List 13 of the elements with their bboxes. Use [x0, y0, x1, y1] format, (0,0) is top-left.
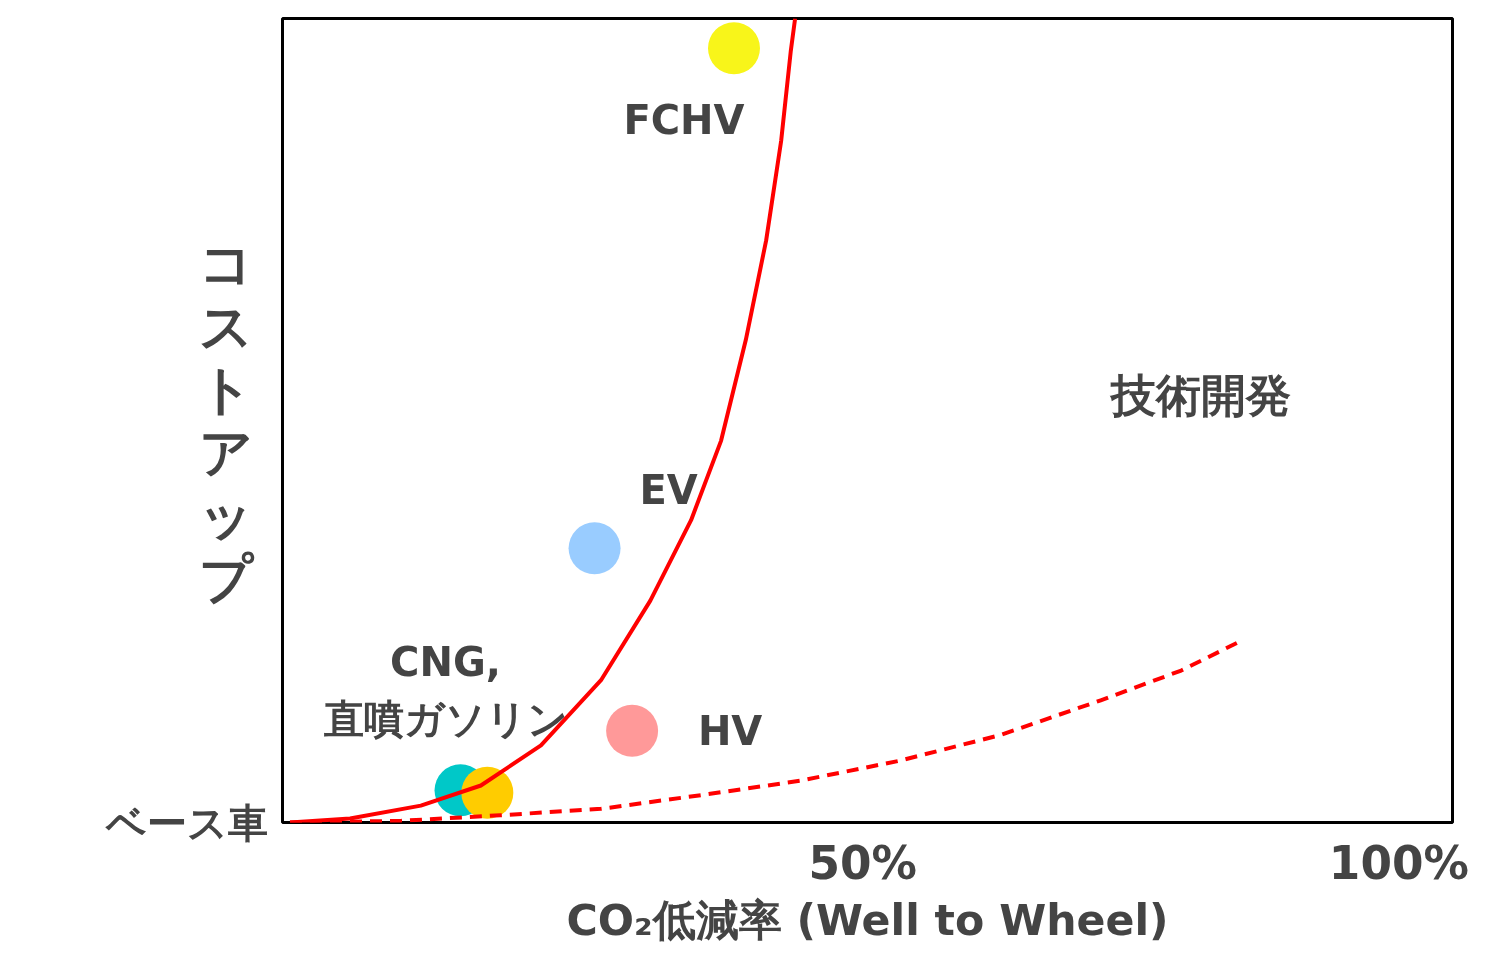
x-axis-title: CO₂低減率 (Well to Wheel) [566, 894, 1169, 945]
annotation: FCHV [623, 97, 745, 144]
y-axis-title: コストアップ [198, 231, 255, 610]
x-tick-label: 100% [1328, 836, 1469, 890]
x-tick-label: 50% [808, 836, 917, 890]
point [606, 704, 659, 757]
annotation: EV [639, 467, 698, 514]
annotation: 技術開発 [1108, 369, 1291, 422]
annotation: HV [697, 707, 763, 754]
point [707, 22, 760, 75]
annotation: ベース車 [104, 799, 268, 846]
annotation: CNG, 直噴ガソリン [322, 638, 568, 743]
point [568, 522, 621, 575]
